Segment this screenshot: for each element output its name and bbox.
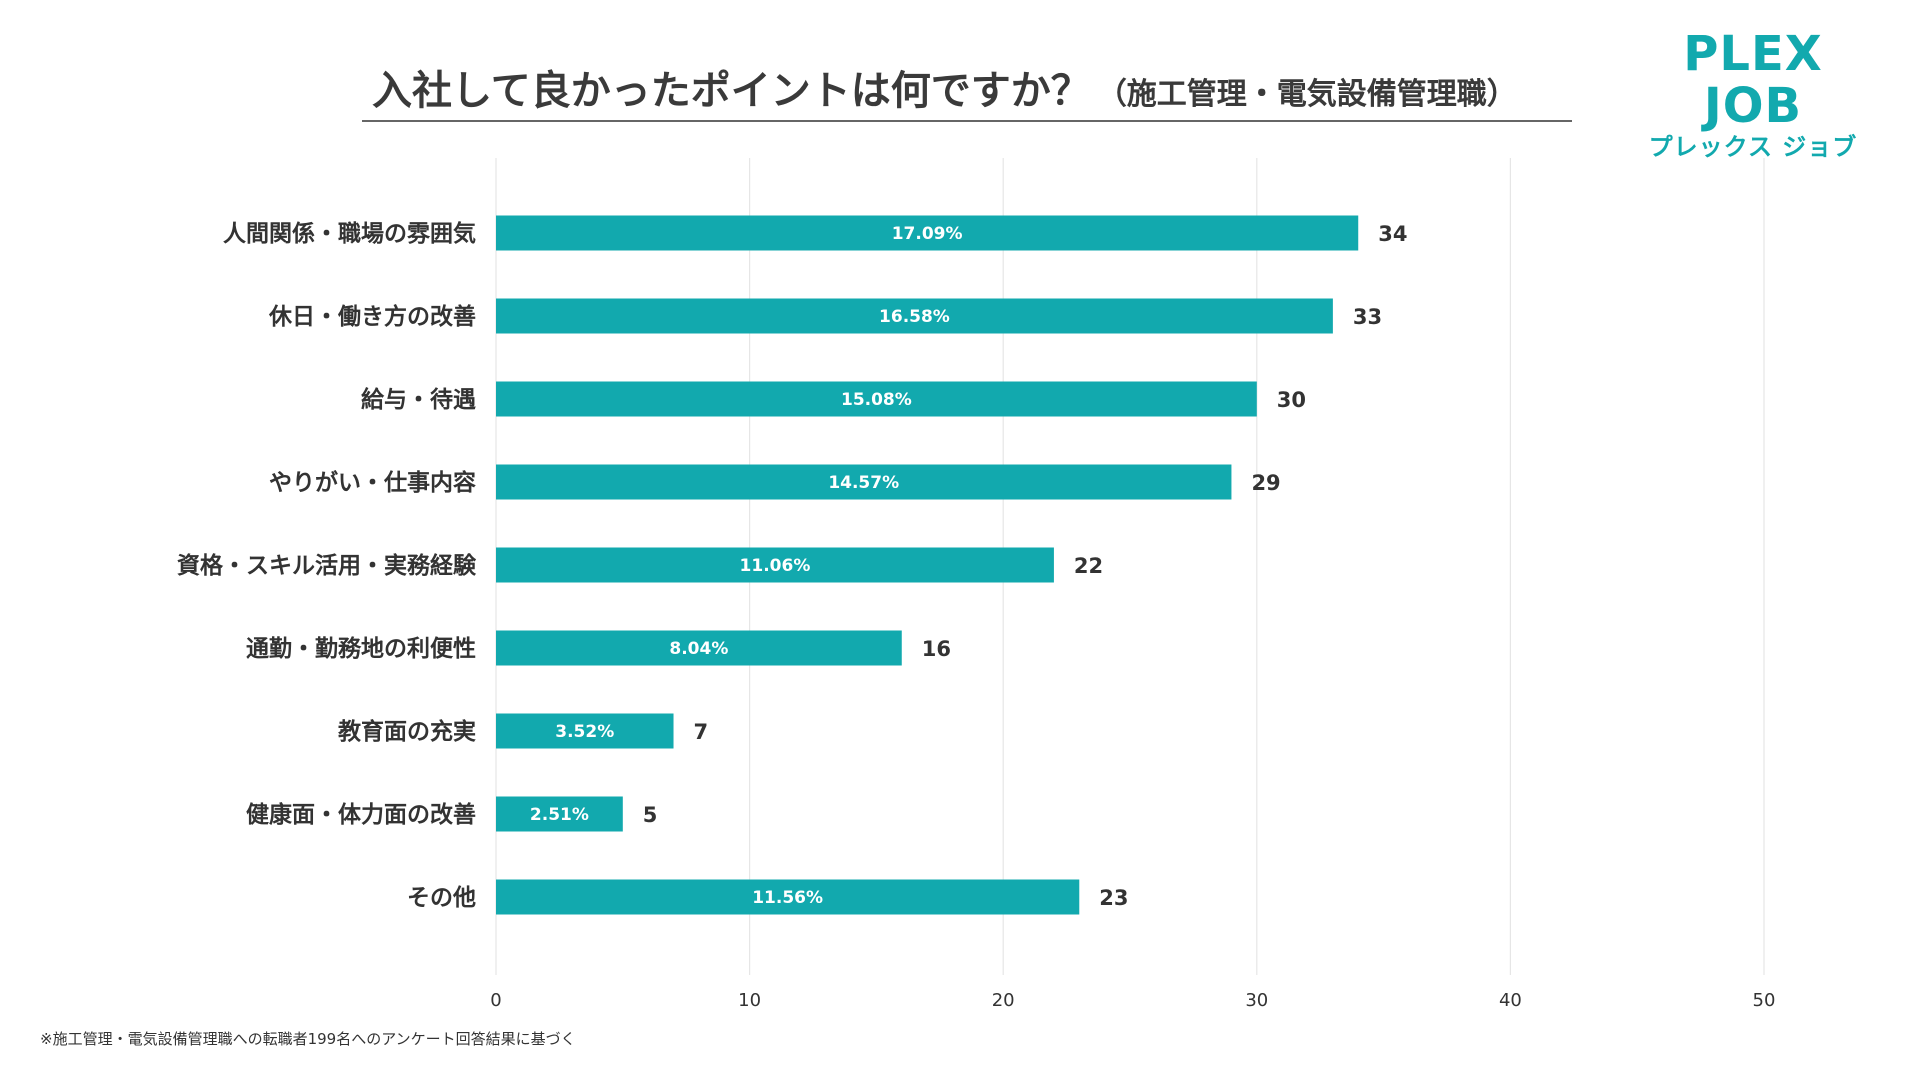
bar-8 — [496, 796, 623, 832]
bar-6 — [496, 630, 902, 666]
category-label-1: 人間関係・職場の雰囲気 — [223, 220, 476, 247]
value-label-1: 34 — [1378, 222, 1407, 246]
x-tick-label-40: 40 — [1499, 990, 1522, 1011]
value-label-7: 7 — [694, 720, 709, 744]
x-tick-label-50: 50 — [1753, 990, 1776, 1011]
percent-label-8: 2.51% — [530, 805, 589, 825]
bar-5 — [496, 547, 1054, 583]
x-tick-label-0: 0 — [490, 990, 501, 1011]
category-label-3: 給与・待遇 — [361, 386, 476, 413]
bar-1 — [496, 215, 1359, 251]
value-label-2: 33 — [1353, 305, 1382, 329]
title-main-text: 入社して良かったポイントは何ですか？ — [372, 68, 1091, 114]
title-block: 入社して良かったポイントは何ですか？ （施工管理・電気設備管理職） — [362, 58, 1572, 122]
percent-label-2: 16.58% — [879, 307, 950, 327]
percent-label-5: 11.06% — [740, 556, 811, 576]
brand-logo: PLEX JOB プレックス ジョブ — [1628, 28, 1878, 162]
logo-wordmark: PLEX JOB — [1683, 26, 1823, 134]
bar-7 — [496, 713, 674, 749]
x-tick-label-30: 30 — [1245, 990, 1268, 1011]
percent-label-1: 17.09% — [892, 224, 963, 244]
percent-label-6: 8.04% — [669, 639, 728, 659]
x-tick-label-20: 20 — [992, 990, 1015, 1011]
percent-label-9: 11.56% — [752, 888, 823, 908]
percent-label-7: 3.52% — [555, 722, 614, 742]
bar-3 — [496, 381, 1257, 417]
value-label-9: 23 — [1099, 886, 1128, 910]
page-title: 入社して良かったポイントは何ですか？ （施工管理・電気設備管理職） — [372, 58, 1517, 116]
logo-katakana: プレックス ジョブ — [1648, 133, 1858, 161]
category-label-9: その他 — [407, 885, 476, 911]
bar-4 — [496, 464, 1232, 500]
value-label-5: 22 — [1074, 554, 1103, 578]
bar-9 — [496, 879, 1080, 915]
category-label-7: 教育面の充実 — [338, 718, 476, 745]
percent-label-3: 15.08% — [841, 390, 912, 410]
bar-2 — [496, 298, 1333, 334]
percent-label-4: 14.57% — [828, 473, 899, 493]
category-label-6: 通勤・勤務地の利便性 — [246, 635, 476, 662]
x-tick-label-10: 10 — [738, 990, 761, 1011]
title-subtitle: （施工管理・電気設備管理職） — [1096, 77, 1517, 112]
category-label-8: 健康面・体力面の改善 — [246, 801, 476, 828]
value-label-6: 16 — [922, 637, 951, 661]
footnote: ※施工管理・電気設備管理職への転職者199名へのアンケート回答結果に基づく — [40, 1030, 576, 1048]
category-label-4: やりがい・仕事内容 — [269, 469, 476, 496]
value-label-3: 30 — [1277, 388, 1306, 412]
category-label-2: 休日・働き方の改善 — [268, 303, 476, 330]
value-label-8: 5 — [643, 803, 658, 827]
value-label-4: 29 — [1251, 471, 1280, 495]
category-label-5: 資格・スキル活用・実務経験 — [177, 552, 477, 579]
